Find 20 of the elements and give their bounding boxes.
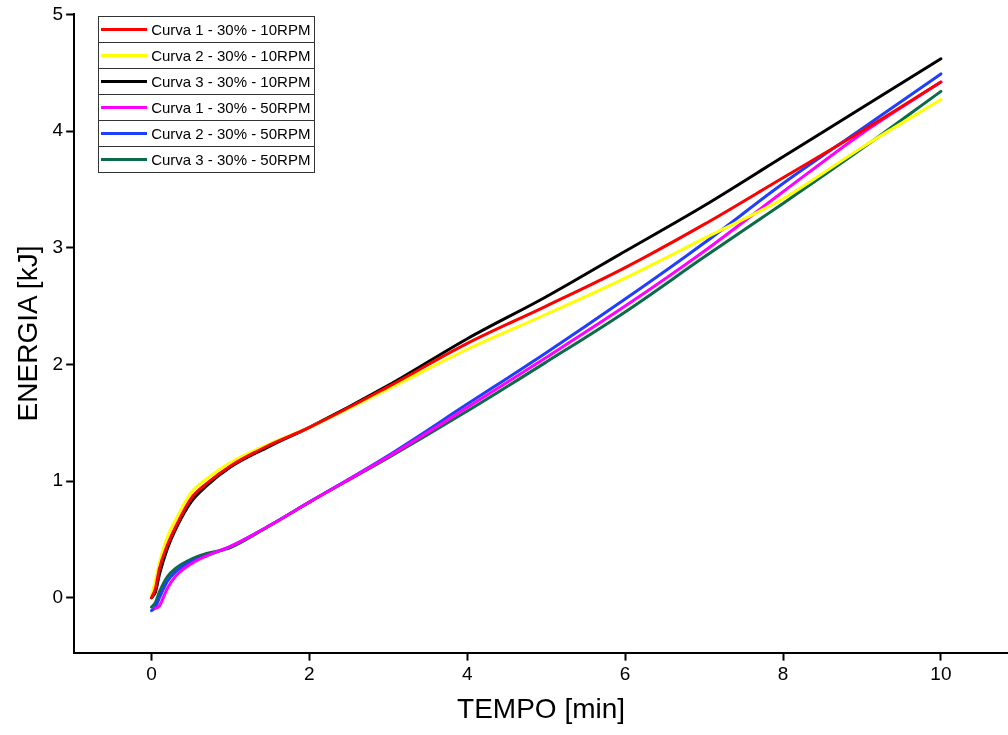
x-tick-label: 4 [461, 663, 473, 685]
y-axis-title: ENERGIA [kJ] [11, 245, 43, 422]
legend-label: Curva 1 - 30% - 10RPM [151, 21, 311, 39]
y-tick-label: 5 [52, 2, 64, 24]
x-tick-label: 2 [304, 663, 315, 685]
y-tick-label: 1 [52, 469, 64, 491]
x-tick-label: 10 [930, 663, 952, 685]
legend-label: Curva 2 - 30% - 50RPM [151, 125, 311, 143]
legend-label: Curva 2 - 30% - 10RPM [151, 47, 311, 65]
y-tick-label: 4 [52, 119, 64, 141]
legend-label: Curva 3 - 30% - 10RPM [151, 73, 311, 91]
x-tick-label: 0 [146, 663, 157, 685]
y-tick-label: 0 [52, 586, 64, 607]
x-axis-title: TEMPO [min] [457, 692, 626, 724]
x-tick-label: 6 [619, 663, 631, 685]
legend-label: Curva 3 - 30% - 50RPM [151, 151, 311, 169]
legend-label: Curva 1 - 30% - 50RPM [151, 99, 311, 117]
y-tick-label: 2 [52, 352, 64, 374]
y-tick-label: 3 [52, 235, 64, 257]
x-tick-label: 8 [777, 663, 789, 685]
